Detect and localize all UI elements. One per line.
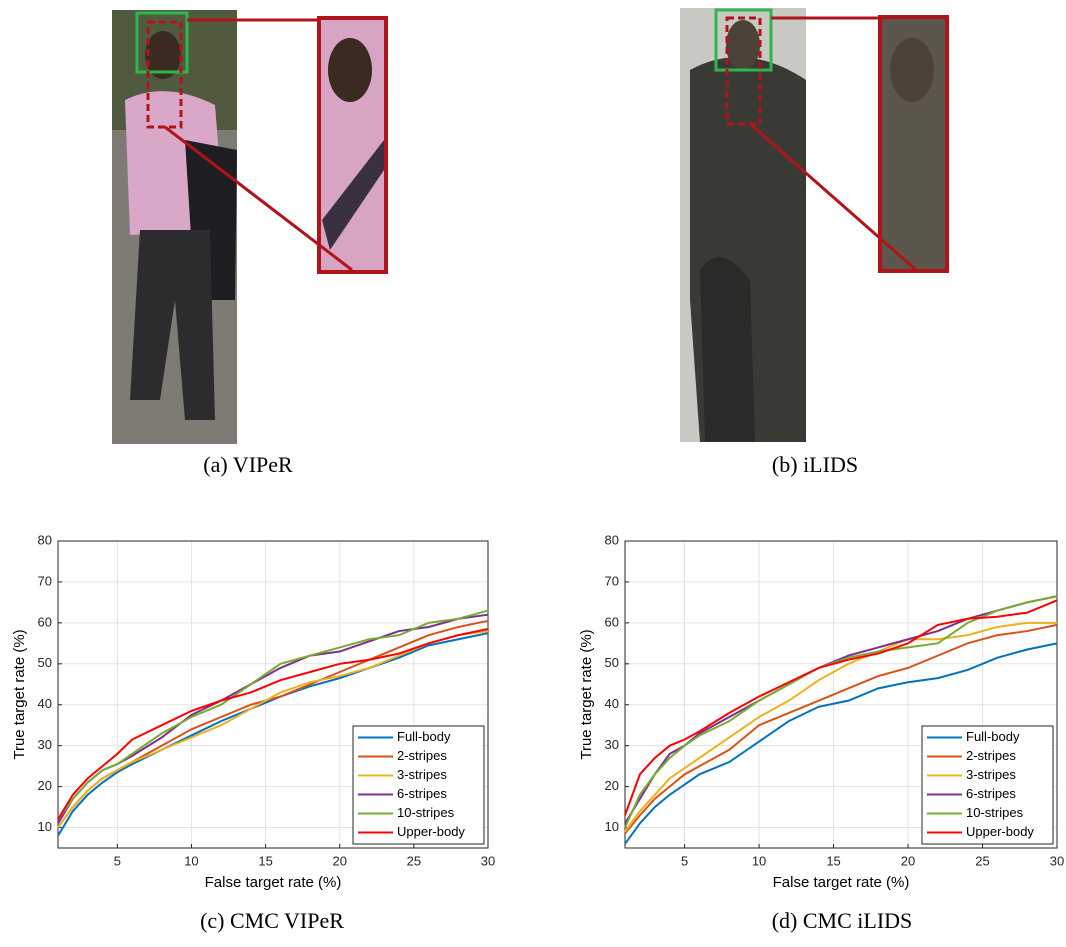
- x-tick-label: 5: [681, 853, 688, 868]
- y-tick-label: 80: [605, 532, 619, 547]
- legend-label: 10-stripes: [397, 805, 455, 820]
- legend-label: Upper-body: [966, 824, 1034, 839]
- y-tick-label: 20: [38, 778, 52, 793]
- y-tick-label: 30: [38, 737, 52, 752]
- photo-viper: [112, 10, 386, 444]
- x-tick-label: 20: [332, 853, 346, 868]
- legend-label: 10-stripes: [966, 805, 1024, 820]
- x-tick-label: 15: [258, 853, 272, 868]
- y-tick-label: 50: [38, 655, 52, 670]
- y-tick-label: 50: [605, 655, 619, 670]
- page: (a) VIPeR (b) iLIDS 10 20 30 40 50 60 70 80 5 10 1…: [0, 0, 1066, 947]
- x-tick-label: 30: [1050, 853, 1064, 868]
- x-tick-label: 15: [826, 853, 840, 868]
- legend-label: 6-stripes: [397, 786, 447, 801]
- y-axis-label: True target rate (%): [11, 629, 28, 759]
- photo-ilids: [680, 8, 947, 442]
- x-axis-label: False target rate (%): [205, 874, 342, 891]
- figure: (a) VIPeR (b) iLIDS 10 20 30 40 50 60 70 80 5 10 1…: [0, 0, 1066, 947]
- x-tick-label: 10: [752, 853, 766, 868]
- y-tick-label: 40: [605, 696, 619, 711]
- x-tick-label: 25: [407, 853, 421, 868]
- legend-label: Upper-body: [397, 824, 465, 839]
- y-tick-label: 60: [38, 614, 52, 629]
- y-axis-label: True target rate (%): [578, 629, 595, 759]
- x-axis-label: False target rate (%): [773, 874, 910, 891]
- legend-label: 6-stripes: [966, 786, 1016, 801]
- caption: (d) CMC iLIDS: [772, 908, 913, 933]
- y-tick-label: 80: [38, 532, 52, 547]
- x-tick-label: 20: [901, 853, 915, 868]
- legend-label: Full-body: [397, 729, 451, 744]
- caption: (a) VIPeR: [203, 452, 293, 477]
- legend-label: 3-stripes: [966, 767, 1016, 782]
- x-tick-label: 25: [975, 853, 989, 868]
- x-tick-label: 30: [481, 853, 495, 868]
- y-tick-label: 70: [605, 573, 619, 588]
- y-tick-label: 10: [605, 819, 619, 834]
- legend-label: 3-stripes: [397, 767, 447, 782]
- legend-label: 2-stripes: [397, 748, 447, 763]
- legend-label: 2-stripes: [966, 748, 1016, 763]
- y-tick-label: 10: [38, 819, 52, 834]
- y-tick-label: 60: [605, 614, 619, 629]
- y-tick-label: 20: [605, 778, 619, 793]
- x-tick-label: 10: [184, 853, 198, 868]
- y-tick-label: 70: [38, 573, 52, 588]
- x-tick-label: 5: [114, 853, 121, 868]
- y-tick-label: 40: [38, 696, 52, 711]
- y-tick-label: 30: [605, 737, 619, 752]
- legend-label: Full-body: [966, 729, 1020, 744]
- caption: (c) CMC VIPeR: [200, 908, 344, 933]
- caption: (b) iLIDS: [772, 452, 858, 477]
